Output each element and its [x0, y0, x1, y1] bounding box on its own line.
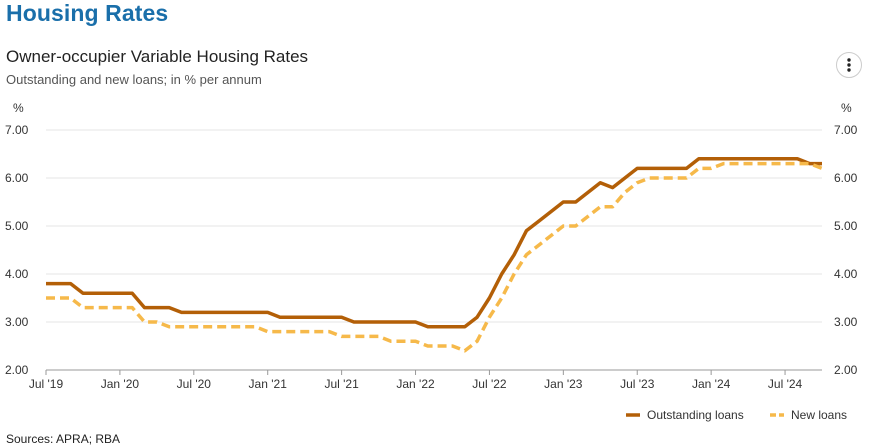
x-tick-label: Jan '22 — [396, 377, 435, 391]
y-tick-label-right: 7.00 — [834, 123, 858, 137]
series-line-new-loans — [46, 161, 823, 353]
x-tick-label: Jan '20 — [101, 377, 140, 391]
chart-menu-button[interactable] — [836, 52, 862, 78]
x-tick-label: Jul '20 — [177, 377, 212, 391]
series-line-outstanding-loans — [46, 157, 822, 329]
chart-title: Owner-occupier Variable Housing Rates — [6, 47, 309, 66]
page-title: Housing Rates — [6, 0, 169, 26]
y-tick-label-right: 2.00 — [834, 363, 858, 377]
source-note: Sources: APRA; RBA — [6, 432, 121, 446]
chart-subtitle: Outstanding and new loans; in % per annu… — [6, 72, 262, 87]
y-unit-left: % — [13, 101, 24, 115]
y-tick-label-left: 6.00 — [5, 171, 29, 185]
y-tick-label-right: 5.00 — [834, 219, 858, 233]
y-tick-label-left: 5.00 — [5, 219, 29, 233]
y-tick-label-left: 3.00 — [5, 315, 29, 329]
y-tick-label-left: 2.00 — [5, 363, 29, 377]
x-tick-label: Jul '19 — [29, 377, 64, 391]
y-tick-label-left: 4.00 — [5, 267, 29, 281]
legend-label-new-loans: New loans — [791, 408, 847, 422]
kebab-menu-icon — [847, 58, 851, 72]
x-tick-label: Jul '23 — [620, 377, 655, 391]
legend: Outstanding loans New loans — [626, 408, 847, 422]
x-tick-label: Jul '21 — [324, 377, 359, 391]
y-tick-label-right: 6.00 — [834, 171, 858, 185]
axes: 2.00 2.00 3.00 3.00 4.00 4.00 5.00 5.00 6.00 6.00… — [5, 101, 858, 391]
y-tick-label-right: 3.00 — [834, 315, 858, 329]
y-tick-label-right: 4.00 — [834, 267, 858, 281]
series-lines — [46, 157, 823, 353]
x-tick-label: Jan '23 — [544, 377, 583, 391]
x-tick-label: Jul '24 — [768, 377, 803, 391]
y-unit-right: % — [841, 101, 852, 115]
grid-lines — [46, 129, 822, 371]
x-tick-label: Jul '22 — [472, 377, 507, 391]
y-tick-label-left: 7.00 — [5, 123, 29, 137]
legend-label-outstanding-loans: Outstanding loans — [647, 408, 744, 422]
x-tick-label: Jan '21 — [249, 377, 288, 391]
x-tick-label: Jan '24 — [692, 377, 731, 391]
